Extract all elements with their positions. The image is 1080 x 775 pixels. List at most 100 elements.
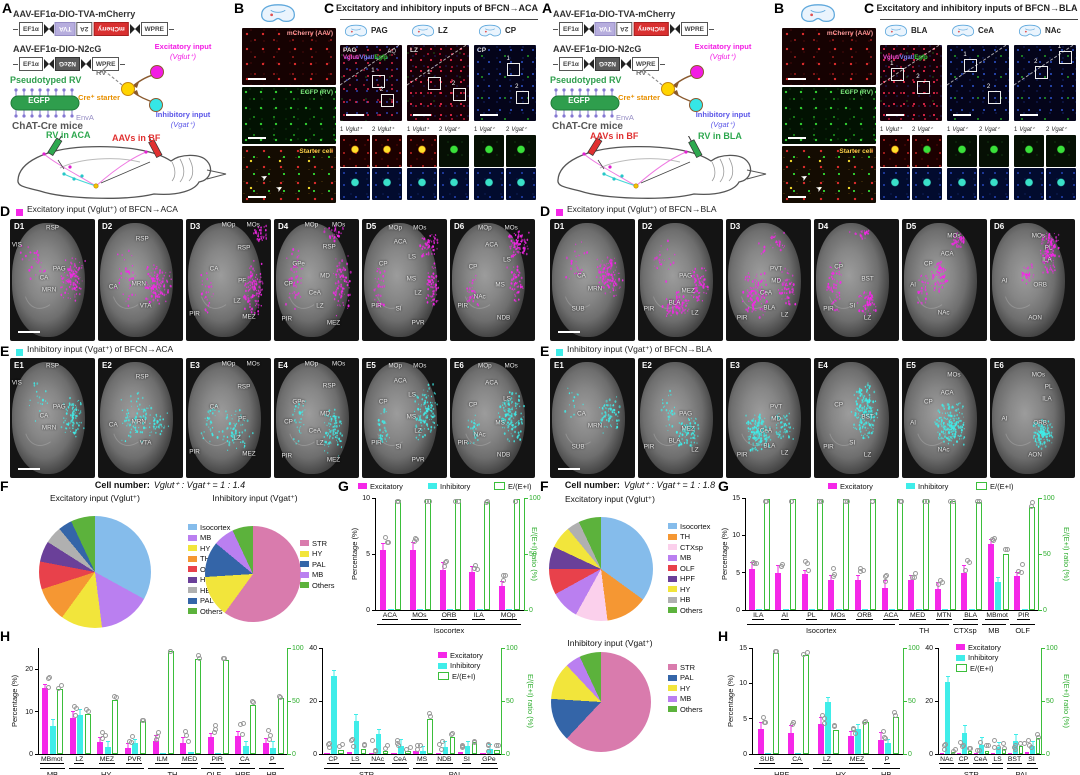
category-text: PVR — [126, 756, 143, 764]
bar-ratio — [843, 499, 850, 610]
mouse-brain-schematic — [544, 134, 772, 206]
category-label: MS — [411, 756, 433, 764]
region-label: PIR — [189, 448, 200, 456]
region-label: PL — [1044, 244, 1053, 252]
y-tick-mark — [742, 534, 746, 536]
data-point-dot — [803, 559, 809, 565]
fluorescence-image: EGFP (RV) — [242, 87, 336, 144]
inset-image-nuclei — [947, 168, 977, 200]
category-label: CA — [782, 756, 812, 764]
pie-title: Excitatory input (Vglut⁺) — [565, 494, 655, 504]
brain-section-background — [11, 222, 85, 338]
ratio-tick-label: 100 — [529, 495, 541, 502]
header-underline — [340, 19, 538, 20]
mouse-line-label: ChAT-Cre mice — [12, 121, 83, 132]
legend-label: MB — [680, 553, 692, 563]
image-tag: E5 — [366, 361, 376, 370]
inset-image-nuclei — [880, 168, 910, 200]
inset-image-nuclei — [1014, 168, 1044, 200]
roi-number: 1 — [427, 69, 431, 76]
region-label: LS — [408, 253, 416, 261]
bar-ratio — [1019, 745, 1024, 754]
category-text: MS — [416, 756, 429, 764]
legend-swatch — [668, 706, 677, 713]
legend-swatch — [956, 654, 965, 661]
inset-image-channel — [439, 135, 469, 167]
data-point-dot — [427, 499, 433, 504]
y-tick-label: 10 — [25, 708, 33, 716]
panel-letter: C — [324, 0, 335, 16]
data-point-dot — [265, 728, 271, 734]
lox-sites-icon — [669, 24, 680, 34]
region-label: RSP — [322, 382, 336, 390]
brain-section-image: E1 RSP VIS PAG CA MRN — [10, 358, 95, 478]
title-ratio: Vglut⁺ : Vgat⁺ = 1 : 1.8 — [623, 480, 716, 490]
pie-chart — [205, 526, 301, 622]
arrowhead-icon: ➤ — [258, 172, 270, 184]
group-label: HB — [872, 768, 900, 775]
y-tick-mark — [319, 700, 323, 702]
roi-box: 1 — [890, 61, 905, 81]
region-label: RSP — [135, 373, 149, 381]
data-point-dot — [1002, 745, 1008, 751]
region-name: CP — [505, 26, 517, 35]
roi-number: 1 — [963, 51, 967, 58]
bar-inhibitory — [160, 753, 166, 754]
cell-dot-overlay — [284, 225, 352, 317]
region-label: AON — [1028, 451, 1042, 459]
construct-box: EF1α — [19, 22, 43, 36]
pie-legend-item: TH — [188, 554, 210, 565]
error-whisker — [181, 737, 186, 743]
channel-vglut: Vglut/ — [883, 55, 900, 61]
data-point-dot — [853, 731, 859, 737]
bar-excitatory — [973, 753, 978, 754]
image-tag: D5 — [906, 222, 917, 231]
image-tag: D2 — [102, 222, 113, 231]
category-text: SI — [462, 756, 471, 764]
region-label: MOs — [947, 232, 961, 240]
legend-label: MB — [312, 570, 324, 580]
inhibitory-input-label: Inhibitory input — [695, 110, 751, 119]
data-point-dot — [821, 721, 827, 727]
construct-box: WPRE — [91, 57, 120, 71]
legend-swatch — [300, 571, 309, 578]
legend-swatch — [188, 555, 197, 562]
bar-inhibitory — [889, 609, 895, 610]
category-label: LS — [989, 756, 1006, 764]
brain-section-image: D1 CA MRN SUB — [550, 219, 635, 341]
bar-excitatory — [346, 751, 353, 754]
lox-triangle-icon — [48, 59, 54, 69]
legend-swatch — [188, 576, 197, 583]
brain-section-image: D6 MOp MOs ACA CP LS MS NAc PIR NDB — [450, 219, 535, 341]
error-whisker — [376, 728, 381, 735]
excitatory-input-label: Excitatory input — [154, 42, 212, 51]
region-label: PAG — [679, 410, 693, 418]
region-name: PAG — [371, 26, 388, 35]
pie-legend-item: Others — [668, 605, 703, 616]
error-whisker — [1030, 740, 1035, 747]
y-tick-mark — [372, 497, 376, 499]
scale-bar — [788, 78, 806, 80]
confocal-image: LZ 1 2 — [407, 45, 469, 121]
pie-legend-item: TH — [668, 532, 690, 543]
bar-inhibitory — [995, 581, 1002, 610]
header-underline — [880, 19, 1078, 20]
ratio-tick-label: 100 — [292, 645, 304, 652]
chart-legend-item: Inhibitory — [428, 481, 470, 492]
roi-box: 2 — [916, 74, 931, 95]
data-point-dot — [196, 652, 202, 658]
region-label: PIR — [823, 305, 834, 313]
lox-sites-icon — [43, 59, 54, 69]
bar-ratio — [816, 499, 823, 610]
ratio-tick-label: 50 — [529, 551, 537, 558]
inset-header: 2 Vgat⁺ — [912, 126, 933, 133]
data-point-dot — [984, 742, 990, 748]
inset-marker: Vgat⁺ — [479, 127, 495, 133]
injection-label-left: AAVs in BF — [590, 131, 639, 141]
brain-section-image: E5 MOp MOs ACA LS CP MS LZ PIR SI PVR — [362, 358, 447, 478]
legend-label: STR — [680, 662, 695, 672]
region-label: MRN — [41, 286, 57, 294]
data-point-dot — [858, 565, 864, 571]
error-whisker — [878, 732, 883, 740]
y-axis-label: Percentage (%) — [350, 527, 359, 581]
